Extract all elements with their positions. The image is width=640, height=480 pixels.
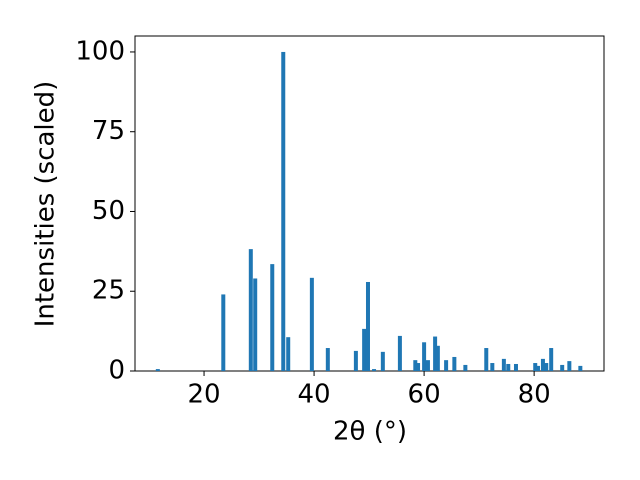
y-tick-label: 75	[92, 116, 125, 146]
bar	[433, 336, 438, 371]
bar	[463, 364, 468, 371]
bar	[490, 363, 495, 371]
bar	[484, 348, 489, 371]
bar	[413, 360, 418, 371]
bar	[221, 294, 226, 371]
bar	[452, 356, 457, 371]
bar	[286, 337, 291, 371]
bar	[353, 350, 358, 371]
bar	[560, 364, 565, 371]
bar	[535, 365, 540, 371]
bar	[253, 278, 258, 371]
bar	[397, 335, 402, 371]
x-tick-label: 20	[187, 380, 220, 410]
bar	[567, 361, 572, 371]
x-axis-label: 2θ (°)	[333, 417, 407, 447]
bar	[325, 348, 330, 371]
y-tick-label: 0	[108, 356, 125, 386]
x-tick-label: 40	[298, 380, 331, 410]
bar	[362, 328, 367, 371]
bar	[155, 369, 160, 371]
bar	[422, 342, 427, 371]
bar	[444, 360, 449, 371]
bar	[416, 363, 421, 371]
x-tick-label: 60	[408, 380, 441, 410]
bar	[578, 365, 583, 371]
y-tick-label: 50	[92, 196, 125, 226]
bar	[309, 277, 314, 371]
bar	[270, 264, 275, 371]
bar	[501, 358, 506, 371]
bar	[549, 348, 554, 371]
bar	[435, 345, 440, 371]
bar	[372, 369, 377, 371]
bar	[425, 360, 430, 371]
bar	[281, 51, 286, 371]
bar	[513, 363, 518, 371]
bar	[248, 249, 253, 371]
bar	[540, 358, 545, 371]
bar	[533, 363, 538, 371]
y-axis-label: Intensities (scaled)	[31, 81, 61, 328]
bar	[365, 281, 370, 371]
bar	[380, 351, 385, 371]
bar	[544, 363, 549, 371]
y-tick-label: 100	[75, 36, 125, 66]
y-tick-label: 25	[92, 276, 125, 306]
x-tick-label: 80	[518, 380, 551, 410]
bar	[506, 363, 511, 371]
